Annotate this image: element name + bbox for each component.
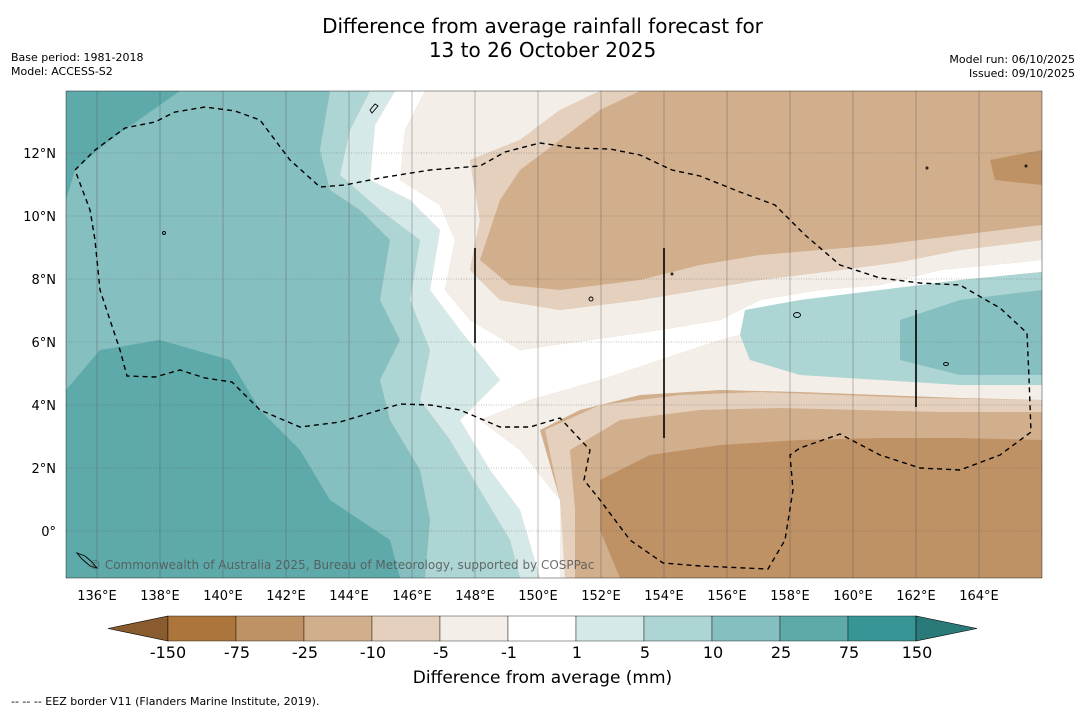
lon-label: 136°E [77, 589, 117, 604]
colorbar-extend-high [915, 615, 978, 642]
colorbar-extend-low [107, 615, 169, 642]
lon-label: 148°E [455, 589, 495, 604]
lon-label: 138°E [140, 589, 180, 604]
lat-label: 0° [41, 525, 56, 540]
colorbar-tick-label: 10 [702, 643, 724, 662]
colorbar-tick-label: 5 [639, 643, 651, 662]
lat-label: 10°N [23, 210, 56, 225]
title-line-1: Difference from average rainfall forecas… [322, 14, 763, 38]
colorbar-swatch [711, 615, 781, 642]
colorbar-tick-label: -75 [223, 643, 251, 662]
colorbar-swatch [779, 615, 849, 642]
colorbar-swatch [235, 615, 305, 642]
contour-se-brown-75 [600, 438, 1042, 578]
eez-footnote: -- -- -- EEZ border V11 (Flanders Marine… [11, 695, 320, 708]
lon-label: 162°E [896, 589, 936, 604]
copyright-notice: © Commonwealth of Australia 2025, Bureau… [89, 558, 595, 572]
colorbar-tick-label: 25 [770, 643, 792, 662]
lon-label: 154°E [644, 589, 684, 604]
contour-paleteal-1 [340, 91, 540, 578]
map-frame [65, 90, 1043, 579]
colorbar-swatch [303, 615, 373, 642]
contour-brown-25 [480, 91, 1042, 290]
lon-label: 144°E [329, 589, 369, 604]
rainfall-map [66, 91, 1042, 578]
colorbar [107, 615, 978, 642]
colorbar-tick-label: -1 [501, 643, 517, 662]
chart-title: Difference from average rainfall forecas… [0, 14, 1085, 62]
lat-label: 12°N [23, 147, 56, 162]
lon-label: 160°E [833, 589, 873, 604]
lon-label: 146°E [392, 589, 432, 604]
eez-boundary-lines [474, 248, 917, 438]
contour-green-25 [66, 91, 180, 200]
lon-label: 140°E [203, 589, 243, 604]
model-run: Model run: 06/10/2025 [949, 53, 1075, 66]
colorbar-tick-label: 1 [571, 643, 583, 662]
lat-label: 8°N [32, 273, 57, 288]
colorbar-swatch [439, 615, 509, 642]
latitude-labels: 12°N 10°N 8°N 6°N 4°N 2°N 0° [23, 147, 56, 540]
contour-brown-75 [990, 150, 1042, 185]
eez-border [74, 106, 1032, 570]
colorbar-title: Difference from average (mm) [412, 668, 673, 688]
contour-brown-5 [400, 91, 1042, 350]
contour-lightgreen-5 [320, 91, 520, 578]
lon-label: 150°E [518, 589, 558, 604]
lon-label: 142°E [266, 589, 306, 604]
colorbar-swatch [643, 615, 713, 642]
contour-se-green [900, 290, 1042, 375]
colorbar-tick-label: -5 [433, 643, 449, 662]
meta-left: Base period: 1981-2018 Model: ACCESS-S2 [11, 51, 143, 79]
lat-label: 4°N [32, 399, 57, 414]
gridlines [66, 152, 1042, 532]
colorbar-swatch [507, 615, 577, 642]
colorbar-tick-label: -10 [359, 643, 387, 662]
colorbar-swatch [167, 615, 237, 642]
model-name: Model: ACCESS-S2 [11, 65, 113, 78]
colorbar-swatch [847, 615, 917, 642]
colorbar-tick-label: 75 [838, 643, 860, 662]
base-period: Base period: 1981-2018 [11, 51, 144, 64]
issued-date: Issued: 09/10/2025 [968, 67, 1075, 80]
title-line-2: 13 to 26 October 2025 [428, 38, 657, 62]
islands [75, 103, 1028, 569]
lat-label: 6°N [32, 336, 57, 351]
lon-label: 164°E [959, 589, 999, 604]
contour-green-25-south [66, 340, 400, 578]
colorbar-swatch [371, 615, 441, 642]
colorbar-tick-label: 150 [901, 643, 933, 662]
meta-right: Model run: 06/10/2025 Issued: 09/10/2025 [949, 53, 1075, 81]
lon-label: 152°E [581, 589, 621, 604]
lon-label: 158°E [770, 589, 810, 604]
lat-label: 2°N [32, 462, 57, 477]
lon-label: 156°E [707, 589, 747, 604]
contour-neutral [370, 91, 1042, 578]
colorbar-swatch [575, 615, 645, 642]
longitude-labels: 136°E 138°E 140°E 142°E 144°E 146°E 148°… [77, 589, 999, 604]
colorbar-tick-label: -150 [149, 643, 187, 662]
colorbar-tick-label: -25 [291, 643, 319, 662]
